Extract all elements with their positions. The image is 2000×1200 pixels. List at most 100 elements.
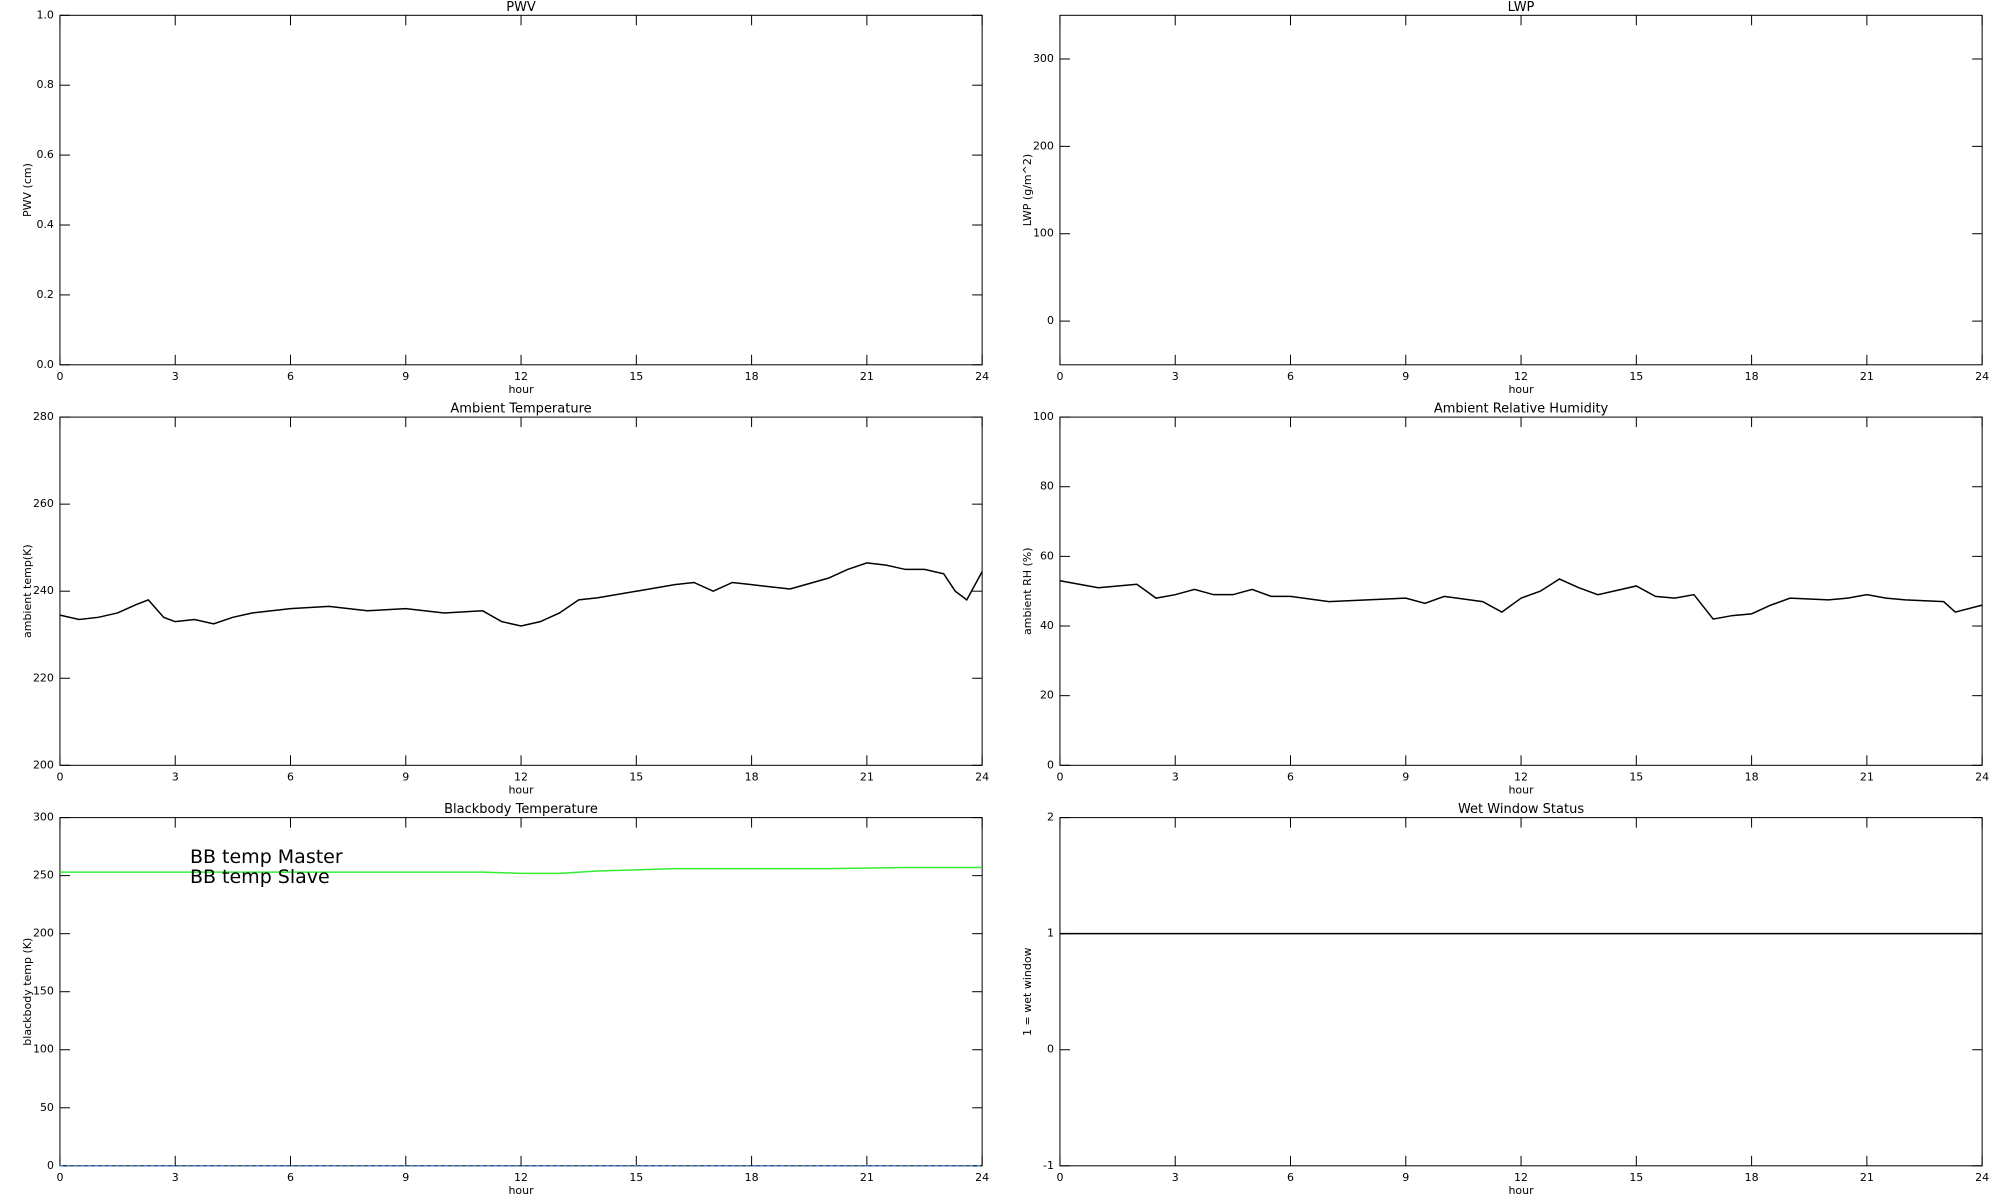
x-tick-label: 6 (287, 1171, 294, 1184)
y-tick-label: 260 (33, 497, 54, 510)
y-tick-label: 280 (33, 410, 54, 423)
y-tick-label: 0 (1047, 314, 1054, 327)
y-tick-label: 0.4 (36, 218, 54, 231)
x-tick-label: 3 (1172, 370, 1179, 383)
x-tick-label: 24 (1975, 770, 1989, 783)
x-tick-label: 21 (860, 770, 874, 783)
x-tick-label: 21 (860, 370, 874, 383)
y-tick-label: 40 (1040, 619, 1054, 632)
x-axis-label: hour (1508, 383, 1534, 396)
x-tick-label: 24 (975, 370, 989, 383)
plot-frame (1059, 817, 1983, 1167)
x-tick-label: 24 (1975, 370, 1989, 383)
y-tick-label: 20 (1040, 689, 1054, 702)
y-tick-label: 100 (33, 1043, 54, 1056)
plot-frame (59, 416, 983, 766)
x-tick-label: 6 (1287, 1171, 1294, 1184)
x-axis-label: hour (508, 783, 534, 796)
x-tick-label: 21 (1860, 370, 1874, 383)
y-axis-label: PWV (cm) (21, 163, 34, 217)
x-tick-label: 0 (1056, 370, 1063, 383)
y-tick-label: 1.0 (36, 8, 54, 21)
x-tick-label: 18 (745, 770, 759, 783)
x-tick-label: 0 (1056, 770, 1063, 783)
y-tick-label: 0.2 (36, 288, 54, 301)
chart-title: Blackbody Temperature (444, 802, 598, 817)
x-tick-label: 9 (402, 770, 409, 783)
chart-title: Ambient Temperature (450, 402, 591, 417)
panel: Blackbody Temperature hour blackbody temp … (21, 802, 989, 1197)
y-tick-label: 0.0 (36, 358, 54, 371)
y-tick-label: 250 (33, 869, 54, 882)
x-tick-label: 18 (1745, 1171, 1759, 1184)
x-tick-label: 6 (287, 770, 294, 783)
x-tick-label: 3 (1172, 1171, 1179, 1184)
x-tick-label: 18 (1745, 370, 1759, 383)
x-tick-label: 6 (1287, 770, 1294, 783)
x-tick-label: 15 (629, 770, 643, 783)
x-tick-label: 9 (1402, 1171, 1409, 1184)
x-tick-label: 0 (56, 370, 63, 383)
y-tick-label: 0 (47, 1159, 54, 1172)
y-tick-label: 100 (1033, 227, 1054, 240)
plot-frame (59, 14, 983, 366)
x-tick-label: 3 (1172, 770, 1179, 783)
x-axis-label: hour (508, 383, 534, 396)
x-tick-label: 3 (172, 770, 179, 783)
data-line (59, 562, 983, 627)
x-tick-label: 12 (514, 770, 528, 783)
x-tick-label: 21 (1860, 770, 1874, 783)
x-tick-label: 0 (1056, 1171, 1063, 1184)
x-tick-label: 12 (1514, 370, 1528, 383)
panel: Ambient Relative Humidity hour ambient RH … (1021, 402, 1989, 797)
x-tick-label: 24 (1975, 1171, 1989, 1184)
y-axis-label: blackbody temp (K) (21, 938, 34, 1046)
x-tick-label: 15 (629, 370, 643, 383)
y-tick-label: 0.6 (36, 148, 54, 161)
x-axis-label: hour (1508, 783, 1534, 796)
y-tick-label: 300 (33, 811, 54, 824)
y-tick-label: 1 (1047, 927, 1054, 940)
x-axis-label: hour (508, 1184, 534, 1197)
data-line (59, 866, 983, 875)
x-tick-label: 9 (402, 1171, 409, 1184)
x-tick-label: 9 (402, 370, 409, 383)
y-tick-label: 100 (1033, 410, 1054, 423)
x-tick-label: 9 (1402, 370, 1409, 383)
y-tick-label: 240 (33, 584, 54, 597)
x-tick-label: 3 (172, 1171, 179, 1184)
data-line (1059, 578, 1983, 620)
y-tick-label: 200 (33, 927, 54, 940)
legend-entry: BB temp Master (190, 846, 343, 868)
y-axis-label: 1 = wet window (1021, 947, 1034, 1036)
x-tick-label: 0 (56, 1171, 63, 1184)
y-tick-label: 0 (1047, 758, 1054, 771)
y-tick-label: 50 (40, 1101, 54, 1114)
y-axis-label: ambient RH (%) (1021, 547, 1034, 635)
x-tick-label: 21 (1860, 1171, 1874, 1184)
x-tick-label: 12 (1514, 1171, 1528, 1184)
x-tick-label: 15 (629, 1171, 643, 1184)
x-tick-label: 12 (1514, 770, 1528, 783)
panel: Ambient Temperature hour ambient temp(K) 0 3… (21, 402, 989, 797)
y-tick-label: 80 (1040, 480, 1054, 493)
y-tick-label: 150 (33, 985, 54, 998)
chart-title: PWV (506, 0, 536, 15)
panel: LWP hour LWP (g/m^2) 0 3 6 9 12 15 18 21 24 0 100 200 3… (1021, 0, 1989, 396)
y-tick-label: 0.8 (36, 78, 54, 91)
chart-title: Wet Window Status (1458, 802, 1584, 817)
x-tick-label: 15 (1629, 1171, 1643, 1184)
x-tick-label: 3 (172, 370, 179, 383)
y-tick-label: 200 (33, 758, 54, 771)
chart-title: Ambient Relative Humidity (1434, 402, 1609, 417)
x-tick-label: 18 (745, 370, 759, 383)
panel: PWV hour PWV (cm) 0 3 6 9 12 15 18 21 24 0.0 0.2 0.4 0.… (21, 0, 989, 396)
x-tick-label: 12 (514, 1171, 528, 1184)
x-axis-label: hour (1508, 1184, 1534, 1197)
y-axis-label: ambient temp(K) (21, 544, 34, 638)
x-tick-label: 24 (975, 1171, 989, 1184)
y-tick-label: 300 (1033, 52, 1054, 65)
x-tick-label: 0 (56, 770, 63, 783)
x-tick-label: 18 (745, 1171, 759, 1184)
